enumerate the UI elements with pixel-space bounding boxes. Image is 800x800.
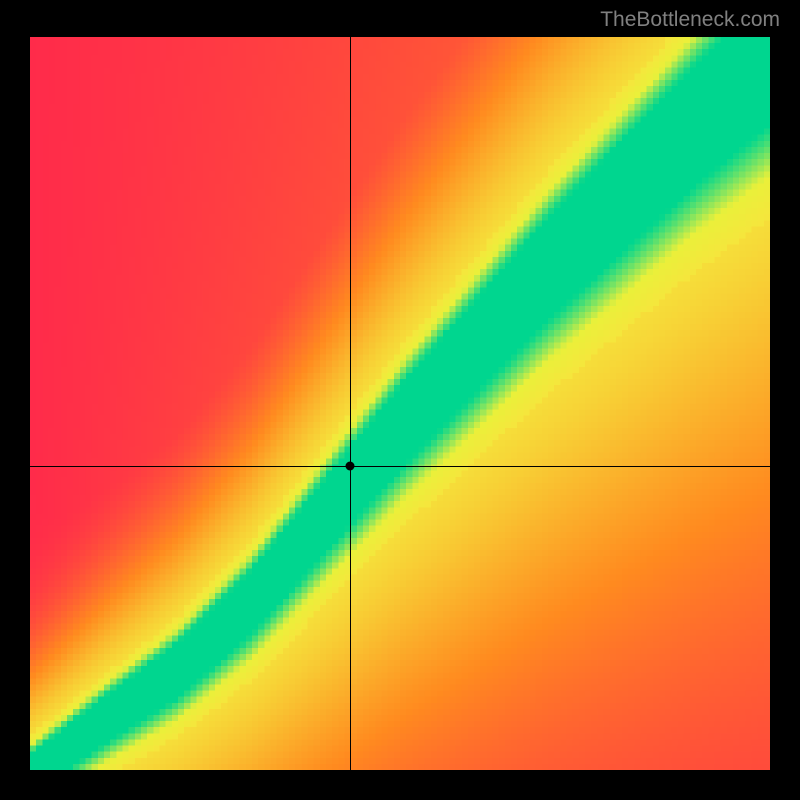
- crosshair-vertical: [350, 37, 351, 770]
- crosshair-horizontal: [30, 466, 770, 467]
- watermark-text: TheBottleneck.com: [600, 8, 780, 32]
- heatmap-canvas: [30, 37, 770, 770]
- heatmap-plot: [30, 37, 770, 770]
- crosshair-marker: [345, 461, 354, 470]
